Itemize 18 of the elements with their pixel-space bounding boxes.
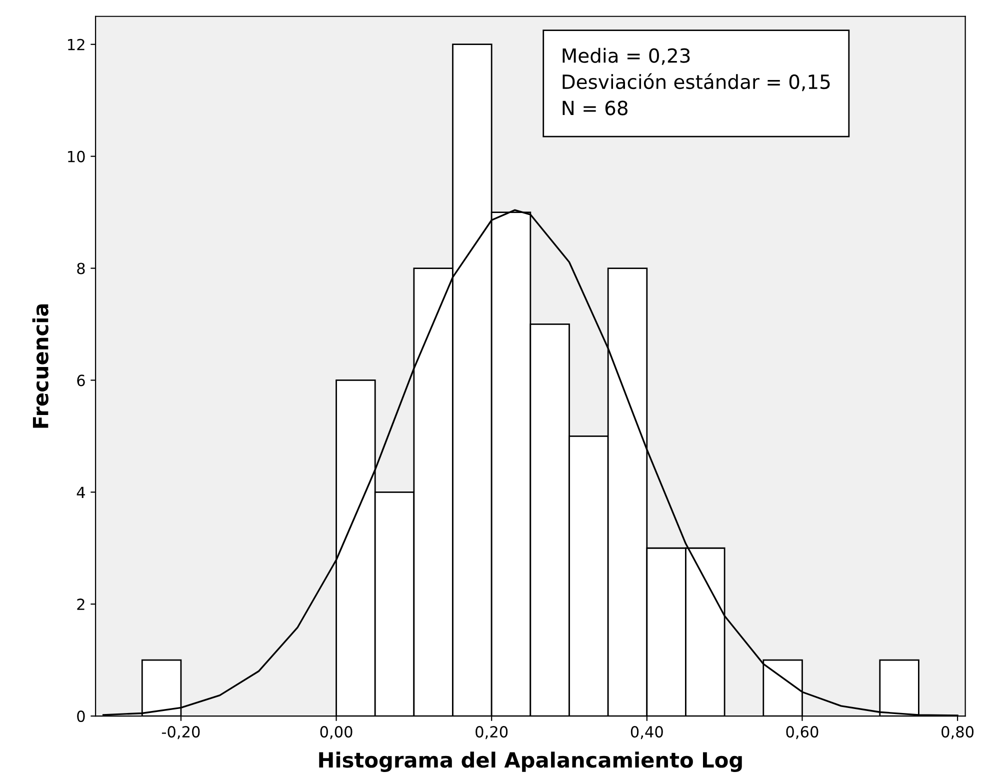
x-tick-label: 0,40: [630, 726, 663, 740]
x-tick-label: 0,00: [320, 726, 352, 740]
y-tick-label: 0: [77, 710, 85, 722]
annotation: Media = 0,23: [562, 48, 690, 65]
x-tick-label: -0,20: [162, 726, 200, 740]
y-axis-title: Frecuencia: [32, 304, 48, 428]
annotation: Desviación estándar = 0,15: [562, 73, 830, 92]
y-tick-label: 8: [77, 262, 85, 274]
x-tick-label: 0,80: [942, 726, 974, 740]
x-tick-label: 0,20: [476, 726, 508, 740]
y-tick-label: 10: [68, 150, 85, 162]
x-tick-label: 0,60: [786, 726, 818, 740]
y-tick-label: 6: [77, 374, 85, 386]
x-axis-title: Histograma del Apalancamiento Log: [319, 752, 742, 772]
y-tick-label: 4: [76, 486, 85, 498]
annotation: N = 68: [562, 100, 628, 116]
y-tick-label: 12: [68, 38, 84, 50]
y-tick-label: 2: [77, 598, 84, 610]
